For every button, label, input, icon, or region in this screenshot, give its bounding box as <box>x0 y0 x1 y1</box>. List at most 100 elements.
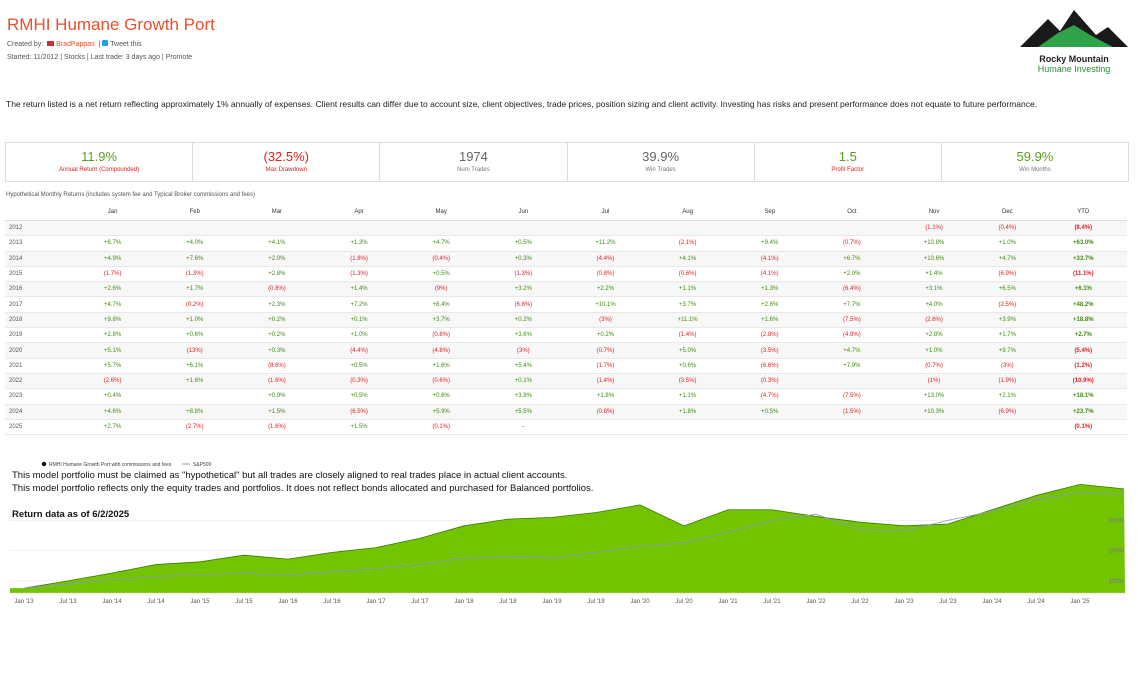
return-cell: +1.6% <box>153 373 236 390</box>
row: 2016 +2.6% +1.7% (0.8%) +1.4% (9%) +3.2% +2.2% +… <box>5 281 1127 298</box>
promote[interactable]: Promote <box>165 54 193 61</box>
return-cell: +4.7% <box>71 296 154 313</box>
return-cell: +5.7% <box>71 358 154 374</box>
return-cell: +3.1% <box>892 281 976 298</box>
return-cell: +1.8% <box>564 388 647 405</box>
return-cell: (10.9%) <box>1039 373 1127 390</box>
flag <box>47 41 55 46</box>
return-cell: +2.6% <box>71 281 154 298</box>
return-cell: - <box>482 419 565 436</box>
row: 2021 +5.7% +6.1% (8.6%) +0.5% +1.6% +5.4% (1.7%… <box>5 358 1127 374</box>
return-cell: +1.6% <box>728 312 811 329</box>
row: 2015 (1.7%) (1.3%) +2.8% (1.3%) +0.5% (1.3%) (0… <box>5 266 1127 283</box>
logo-graphic: Rocky Mountain Humane Investing <box>1020 10 1128 74</box>
return-cell: +3.7% <box>400 312 483 329</box>
return-cell <box>892 419 976 436</box>
return-cell: +0.1% <box>317 312 401 329</box>
year-cell: 2014 <box>5 251 72 267</box>
header-row: Jan Feb Mar Apr May Jun Jul Aug Sep Oct Nov Dec YTD <box>5 204 1127 221</box>
year-cell: 2022 <box>5 373 72 390</box>
header-cell: Jul <box>564 204 647 221</box>
tweet-link[interactable]: Tweet this <box>110 41 142 48</box>
return-cell: +3.7% <box>646 296 729 313</box>
header-cell <box>5 204 72 221</box>
stats-bar: 11.9% Annual Return (Compounded) (32.5%) Ma… <box>5 142 1129 182</box>
started: Started: 11/2012 <box>7 54 59 61</box>
y-tick-label: 100% <box>1109 579 1125 585</box>
return-cell: +2.8% <box>892 327 976 344</box>
return-cell: +0.9% <box>235 388 318 405</box>
return-cell: +9.8% <box>71 312 154 329</box>
return-cell: (6.9%) <box>975 266 1040 283</box>
x-tick-label: Jul '13 <box>59 599 77 605</box>
return-cell: (1.9%) <box>975 373 1040 390</box>
return-cell: +0.5% <box>728 404 811 420</box>
x-tick-label: Jan '14 <box>102 599 122 605</box>
return-cell: (0.2%) <box>153 296 236 313</box>
return-cell: +4.0% <box>892 296 976 313</box>
hill <box>1038 25 1113 47</box>
stat-value: 11.9% <box>81 149 118 164</box>
x-tick-label: Jul '20 <box>675 599 693 605</box>
x-tick-label: Jan '20 <box>630 599 650 605</box>
return-cell: (0.1%) <box>1039 419 1127 436</box>
return-cell: (4.8%) <box>400 342 483 359</box>
return-cell: (4.1%) <box>728 266 811 283</box>
return-cell: +1.6% <box>400 358 483 374</box>
return-cell <box>810 373 893 390</box>
return-cell: (2.8%) <box>728 327 811 344</box>
year-cell: 2024 <box>5 404 72 420</box>
return-cell: +2.0% <box>235 251 318 267</box>
return-cell: +2.1% <box>975 388 1040 405</box>
return-cell: (0.8%) <box>235 281 318 298</box>
author-link[interactable]: BradPappas <box>56 41 95 48</box>
x-tick-label: Jul '19 <box>587 599 605 605</box>
return-cell: +6.1% <box>1039 281 1127 298</box>
year-cell: 2017 <box>5 296 72 313</box>
stat-value: 1.5 <box>838 149 857 164</box>
row: 2025 +2.7% (2.7%) (1.6%) +1.5% (0.1%) - (0.1%) <box>5 419 1127 436</box>
return-cell: (1.2%) <box>1039 358 1127 374</box>
note: This model portfolio must be claimed as … <box>12 470 567 481</box>
return-cell: +7.6% <box>153 251 236 267</box>
header-cell: Jun <box>482 204 565 221</box>
return-cell <box>728 220 811 237</box>
return-cell: +7.7% <box>810 296 893 313</box>
return-cell: (9%) <box>400 281 483 298</box>
return-cell: (8.4%) <box>1039 220 1127 237</box>
return-cell: (1.5%) <box>810 404 893 420</box>
year-cell: 2020 <box>5 342 72 359</box>
x-tick-label: Jan '15 <box>190 599 210 605</box>
area <box>10 484 1125 593</box>
return-cell: (2.6%) <box>71 373 154 390</box>
return-cell: +1.0% <box>975 235 1040 252</box>
return-cell: (7.5%) <box>810 388 893 405</box>
stat: (32.5%) Max Drawdown <box>193 143 381 181</box>
return-cell: +1.5% <box>317 419 401 436</box>
row: 2023 +0.4% +0.9% +0.5% +0.6% +3.9% +1.8% +1.1%(… <box>5 388 1127 405</box>
return-cell: +1.5% <box>235 404 318 420</box>
return-cell <box>153 388 236 405</box>
return-cell: +1.0% <box>153 312 236 329</box>
return-cell: (8.6%) <box>235 358 318 374</box>
return-cell <box>646 220 729 237</box>
return-cell: (0.7%) <box>564 342 647 359</box>
row: 2012 (1.1%) (0.4%) (8.4%) <box>5 220 1127 237</box>
return-cell: +4.7% <box>975 251 1040 267</box>
row: 2024 +4.6% +8.8% +1.5% (6.5%) +5.9% +5.5% (0.8%… <box>5 404 1127 420</box>
return-cell: (7.5%) <box>810 312 893 329</box>
return-cell: (3.5%) <box>646 373 729 390</box>
return-cell: +5.1% <box>71 342 154 359</box>
author-line: Created by: BradPappas | Tweet this <box>7 40 142 48</box>
return-cell: (1%) <box>892 373 976 390</box>
return-cell: (1.3%) <box>153 266 236 283</box>
asset: Stocks <box>63 54 85 61</box>
return-cell: (13%) <box>153 342 236 359</box>
return-cell: +48.2% <box>1039 296 1127 313</box>
year-cell: 2012 <box>5 220 72 237</box>
return-cell: +23.7% <box>1039 404 1127 420</box>
return-cell: (4.4%) <box>564 251 647 267</box>
header-cell: Apr <box>317 204 401 221</box>
legend-label: RMHI Humane Growth Port with commissions… <box>49 462 172 468</box>
stat-value: 39.9% <box>642 149 680 164</box>
